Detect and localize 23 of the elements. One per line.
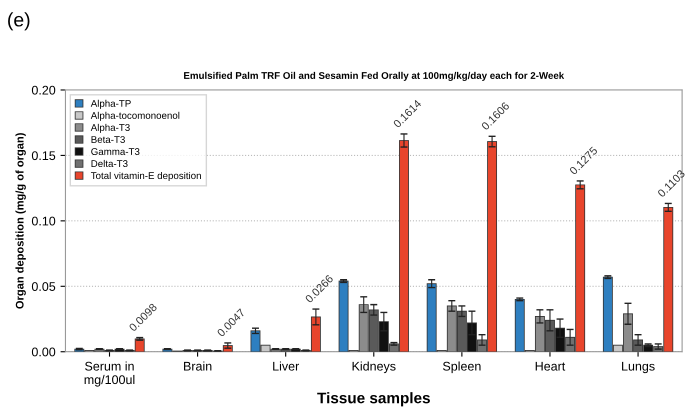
y-tick-label: 0.15 (32, 151, 56, 160)
legend-label: Alpha-TP (90, 100, 131, 109)
y-tick-label: 0.20 (32, 86, 56, 95)
legend-label: Alpha-T3 (90, 124, 130, 133)
x-tick-label: Liver (273, 361, 300, 371)
legend-label: Total vitamin-E deposition (90, 172, 201, 182)
x-tick-label: Kidneys (352, 361, 396, 374)
legend-label: Gamma-T3 (91, 148, 140, 156)
x-tick-label: Spleen (442, 361, 481, 374)
y-tick-label: 0.05 (32, 282, 56, 291)
legend-label: Alpha-tocomonoenol (90, 112, 180, 121)
x-tick-label: Brain (184, 361, 212, 371)
y-axis-title: Organ deposition (mg/g of organ) (15, 133, 26, 309)
y-tick-label: 0.10 (32, 216, 56, 226)
x-axis-title: Tissue samples (317, 392, 430, 406)
legend-label: Delta-T3 (92, 160, 128, 168)
chart-title: Emulsified Palm TRF Oil and Sesamin Fed Orally at 100mg/kg/day each for 2-Week (184, 72, 564, 81)
y-tick-label: 0.00 (32, 348, 56, 356)
x-tick-label: Heart (536, 362, 566, 371)
x-tick-label: Lungs (622, 362, 655, 374)
legend-label: Beta-T3 (92, 136, 125, 143)
text: (e) (8, 12, 30, 30)
x-tick-label: Serum in mg/100ul (84, 361, 134, 387)
